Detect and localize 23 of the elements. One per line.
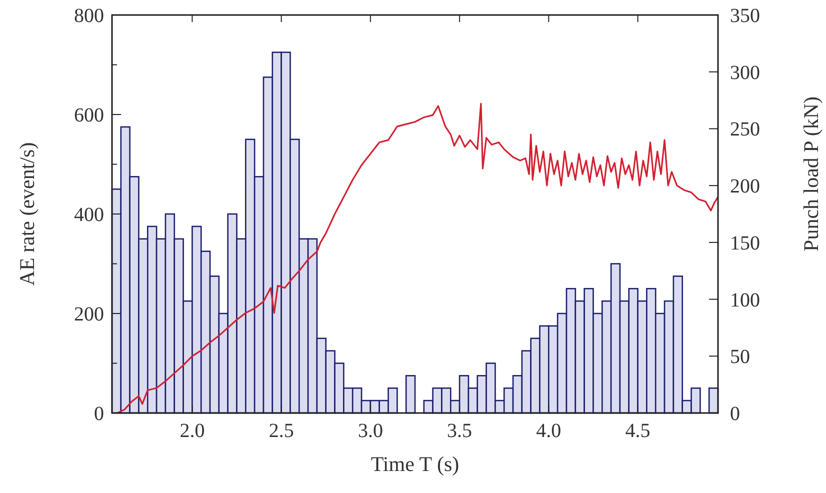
- x-tick-label: 2.0: [180, 420, 205, 442]
- x-tick-label: 2.5: [268, 420, 294, 442]
- y2-tick-label: 300: [730, 62, 760, 84]
- y2-tick-label: 150: [730, 232, 760, 254]
- line-series: [116, 102, 719, 414]
- y2-tick-label: 250: [730, 118, 760, 141]
- y-axis-title: AE rate (event/s): [15, 142, 39, 286]
- x-tick-label: 3.0: [358, 420, 383, 442]
- y-tick-label: 400: [74, 204, 104, 226]
- y2-tick-label: 350: [730, 5, 760, 27]
- y2-tick-label: 50: [730, 346, 750, 368]
- y-tick-label: 800: [74, 5, 104, 27]
- x-tick-label: 3.5: [447, 420, 472, 442]
- x-tick-label: 4.5: [625, 420, 650, 442]
- y2-tick-label: 100: [730, 289, 760, 312]
- y-tick-label: 200: [74, 304, 104, 326]
- x-tick-label: 4.0: [536, 420, 562, 442]
- y-tick-label: 600: [74, 104, 104, 126]
- x-axis-title: Time T (s): [370, 452, 460, 476]
- y2-tick-label: 0: [730, 403, 740, 425]
- y2-tick-label: 200: [730, 176, 760, 198]
- y-tick-label: 0: [94, 403, 104, 425]
- y2-axis-title: Punch load P (kN): [799, 96, 823, 252]
